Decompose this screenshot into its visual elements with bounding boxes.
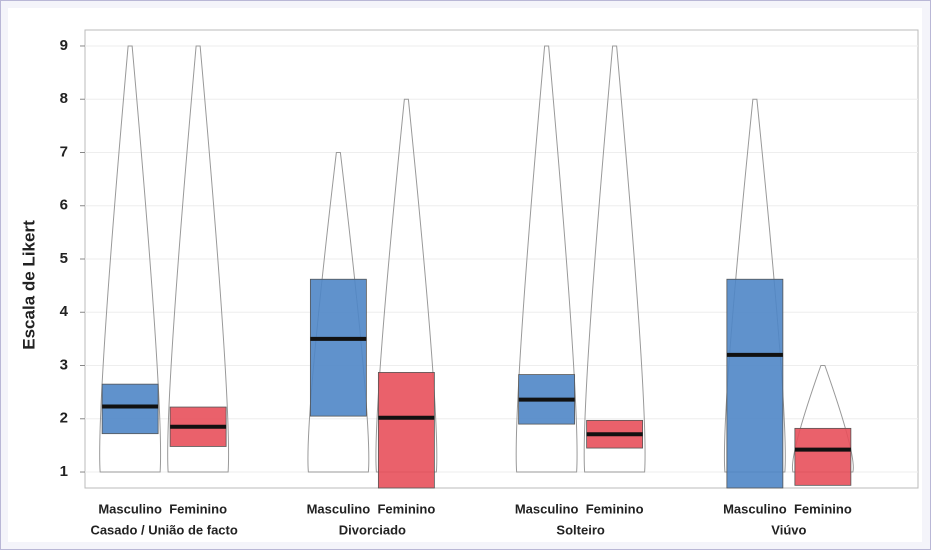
y-tick-label: 9 [60, 37, 68, 54]
x-tick-label: Feminino [794, 501, 852, 516]
violin [375, 98, 438, 473]
x-tick-label: Masculino [98, 501, 162, 516]
box [309, 278, 367, 417]
x-tick-label: Feminino [586, 501, 644, 516]
group-label: Divorciado [339, 522, 406, 537]
violin [515, 45, 578, 473]
y-axis-label: Escala de Likert [19, 220, 38, 350]
violin [791, 365, 854, 473]
group-label: Viúvo [771, 522, 806, 537]
y-tick-label: 5 [60, 250, 68, 267]
y-tick-label: 3 [60, 356, 68, 373]
violin [307, 151, 370, 473]
group-label: Casado / União de facto [90, 522, 237, 537]
violin [723, 98, 786, 473]
box [726, 278, 784, 489]
box [377, 372, 435, 489]
y-tick-label: 7 [60, 143, 68, 160]
y-tick-label: 4 [60, 303, 69, 320]
x-tick-label: Feminino [169, 501, 227, 516]
y-tick-label: 2 [60, 410, 68, 427]
violin [99, 45, 162, 473]
x-tick-label: Masculino [515, 501, 579, 516]
y-tick-label: 8 [60, 90, 68, 107]
y-tick-label: 1 [60, 463, 68, 480]
box [101, 383, 159, 435]
x-tick-label: Feminino [377, 501, 435, 516]
x-tick-label: Masculino [307, 501, 371, 516]
x-tick-label: Masculino [723, 501, 787, 516]
box [794, 427, 852, 486]
y-tick-label: 6 [60, 197, 68, 214]
violin [167, 45, 230, 473]
group-label: Solteiro [556, 522, 604, 537]
violin [583, 45, 646, 473]
